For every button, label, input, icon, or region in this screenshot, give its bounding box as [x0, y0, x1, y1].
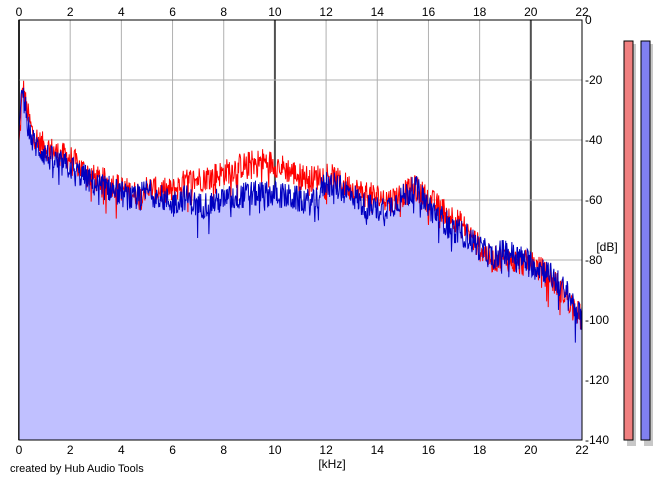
x-tick-label-top: 18: [473, 5, 487, 19]
x-tick-label-top: 12: [319, 5, 333, 19]
x-tick-label-bottom: 8: [220, 443, 227, 457]
x-tick-label-bottom: 16: [422, 443, 436, 457]
x-tick-label-top: 22: [575, 5, 589, 19]
x-tick-label-bottom: 4: [118, 443, 125, 457]
x-tick-label-bottom: 18: [473, 443, 487, 457]
x-tick-label-bottom: 10: [268, 443, 282, 457]
x-tick-label-top: 0: [16, 5, 23, 19]
y-tick-label: -140: [585, 433, 609, 447]
x-tick-label-bottom: 0: [16, 443, 23, 457]
y-tick-labels: 0 -20 -40 -60 -80 -100 -120 -140: [585, 13, 609, 447]
x-axis-title: [kHz]: [318, 457, 345, 471]
series-layer: [18, 80, 583, 343]
x-tick-label-bottom: 14: [371, 443, 385, 457]
x-tick-label-top: 2: [67, 5, 74, 19]
y-tick-label: -80: [585, 253, 603, 267]
x-tick-label-top: 20: [524, 5, 538, 19]
x-tick-label-top: 10: [268, 5, 282, 19]
x-tick-labels-top: 0 2 4 6 8 10 12 14 16 18 20 22: [16, 5, 589, 19]
series-line-1: [18, 87, 583, 343]
x-tick-label-bottom: 6: [169, 443, 176, 457]
y-tick-label: -40: [585, 133, 603, 147]
level-meters: [623, 40, 653, 446]
x-tick-label-bottom: 12: [319, 443, 333, 457]
x-tick-labels-bottom: 0 2 4 6 8 10 12 14 16 18 20 22: [16, 443, 589, 457]
x-tick-label-top: 6: [169, 5, 176, 19]
y-tick-label: -60: [585, 193, 603, 207]
y-tick-label: 0: [585, 13, 592, 27]
spectrum-fill-area: [19, 87, 582, 440]
x-tick-label-top: 4: [118, 5, 125, 19]
credit-text: created by Hub Audio Tools: [10, 463, 144, 475]
x-tick-label-top: 16: [422, 5, 436, 19]
x-tick-label-bottom: 22: [575, 443, 589, 457]
plot-frame: [18, 19, 583, 441]
x-tick-label-top: 8: [220, 5, 227, 19]
y-tick-label: -100: [585, 313, 609, 327]
x-tick-label-bottom: 2: [67, 443, 74, 457]
x-tick-label-top: 14: [371, 5, 385, 19]
y-tick-label: -120: [585, 373, 609, 387]
meter-bar-0: [623, 40, 634, 441]
y-axis-title: [dB]: [596, 240, 617, 254]
x-tick-label-bottom: 20: [524, 443, 538, 457]
meter-bar-1: [640, 40, 651, 441]
y-tick-label: -20: [585, 73, 603, 87]
